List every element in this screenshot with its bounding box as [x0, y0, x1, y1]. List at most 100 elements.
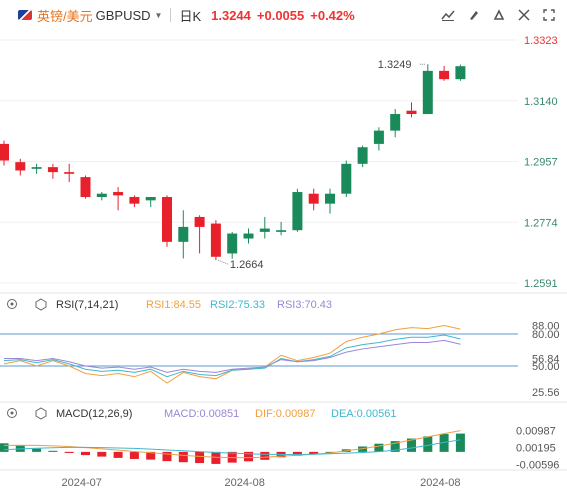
- dif-legend: DIF:0.00987: [255, 408, 316, 420]
- x-axis-labels: 2024-07 2024-08 2024-08: [62, 477, 461, 489]
- rsi-series-line: [4, 339, 461, 373]
- candle-body: [194, 216, 205, 227]
- price-tick-label: 1.2957: [524, 157, 558, 169]
- x-tick-label: 2024-07: [62, 477, 102, 489]
- macd-title: MACD(12,26,9): [56, 408, 132, 420]
- draw-icon[interactable]: [464, 6, 484, 24]
- macd-bar: [244, 451, 253, 462]
- candle-body: [259, 228, 270, 232]
- macd-bar: [97, 451, 107, 457]
- candle-body: [276, 230, 287, 232]
- candle-body: [357, 147, 368, 164]
- macd-bar: [32, 448, 42, 452]
- rsi-title: RSI(7,14,21): [56, 299, 118, 311]
- macd-bar: [374, 443, 384, 452]
- macd-tick-label: 0.00195: [516, 443, 556, 455]
- candle-body: [227, 233, 238, 254]
- rsi-series-line: [3, 334, 461, 378]
- macd-histogram: [0, 433, 465, 464]
- timeframe-selector[interactable]: 日K: [179, 8, 202, 24]
- macd-bar: [407, 438, 416, 452]
- x-tick-label: 2024-08: [225, 477, 265, 489]
- macd-bar: [455, 433, 465, 452]
- candle-body: [15, 162, 26, 171]
- rsi-legend: RSI(7,14,21) RSI1:84.55 RSI2:75.33 RSI3:…: [7, 298, 332, 311]
- last-price: 1.3244: [211, 7, 251, 23]
- macd-legend: MACD(12,26,9) MACD:0.00851 DIF:0.00987 D…: [7, 407, 396, 420]
- candle-body: [0, 143, 9, 161]
- candle-body: [64, 172, 75, 174]
- macd-bar: [64, 451, 74, 453]
- candle-body: [390, 114, 401, 131]
- candle-body: [422, 70, 433, 115]
- candle-body: [47, 167, 58, 173]
- rsi-reference-lines: [0, 333, 518, 367]
- macd-bar: [48, 450, 58, 452]
- macd-bar: [178, 451, 188, 463]
- macd-bar: [162, 451, 172, 462]
- candle-body: [80, 177, 91, 198]
- symbol-code[interactable]: GBPUSD: [95, 7, 151, 23]
- eye-icon-pupil: [10, 411, 14, 415]
- rsi-tick-label: 50.00: [532, 361, 560, 373]
- symbol-header: 英镑/美元 GBPUSD ▼ 日K 1.3244 +0.0055 +0.42%: [0, 0, 567, 30]
- candle-body: [129, 197, 140, 204]
- macd-bar: [195, 451, 205, 464]
- price-tick-label: 1.2774: [524, 217, 558, 229]
- eye-icon-pupil: [10, 302, 14, 306]
- macd-bar: [439, 434, 449, 452]
- compare-icon[interactable]: [514, 6, 534, 24]
- candle-body: [178, 226, 189, 242]
- price-tick-label: 1.2591: [524, 278, 558, 290]
- macd-legend-value: MACD:0.00851: [164, 408, 239, 420]
- macd-bar: [129, 451, 139, 459]
- candlesticks: [0, 63, 466, 265]
- price-tick-label: 1.3140: [524, 96, 558, 108]
- eye-icon[interactable]: [7, 299, 17, 309]
- macd-bar: [146, 451, 156, 460]
- macd-bar: [211, 451, 221, 464]
- symbol-name[interactable]: 英镑/美元: [37, 8, 93, 24]
- settings-icon[interactable]: [489, 6, 509, 24]
- rsi-tick-label: 56.84: [532, 354, 560, 366]
- candle-body: [308, 193, 319, 204]
- macd-bar: [113, 451, 123, 458]
- eye-icon[interactable]: [7, 408, 17, 418]
- settings-gear-icon[interactable]: [35, 298, 47, 311]
- dea-line: [3, 439, 461, 455]
- macd-bar: [358, 446, 368, 452]
- divider: [170, 8, 172, 22]
- macd-bar: [260, 451, 270, 460]
- price-change: +0.0055: [256, 7, 305, 23]
- macd-axis: 0.00987 0.00195 -0.00596: [516, 426, 559, 472]
- price-change-pct: +0.42%: [310, 7, 355, 23]
- macd-bar: [390, 441, 400, 452]
- settings-gear-icon[interactable]: [35, 407, 47, 420]
- candle-body: [455, 66, 466, 80]
- low-marker: [217, 259, 229, 265]
- indicator-icon[interactable]: [438, 6, 458, 24]
- candle-body: [145, 197, 156, 201]
- macd-bar: [0, 443, 9, 452]
- rsi-tick-label: 88.00: [532, 320, 560, 332]
- macd-bar: [292, 451, 302, 456]
- rsi1-legend: RSI1:84.55: [146, 299, 201, 311]
- rsi-tick-label: 80.00: [532, 329, 560, 341]
- gb-us-flag-icon: [18, 10, 32, 20]
- candle-body: [162, 197, 172, 242]
- fullscreen-icon[interactable]: [539, 6, 559, 24]
- macd-tick-label: 0.00987: [516, 426, 556, 438]
- macd-bar: [423, 436, 433, 452]
- high-annotation: 1.3249: [378, 59, 412, 71]
- macd-bar: [81, 451, 90, 456]
- candle-body: [292, 192, 303, 231]
- macd-lines: [3, 430, 461, 459]
- rsi-tick-label: 25.56: [532, 387, 560, 399]
- candle-body: [325, 193, 335, 204]
- x-tick-label: 2024-08: [420, 477, 460, 489]
- chevron-down-icon[interactable]: ▼: [154, 10, 163, 20]
- macd-bar: [309, 451, 319, 455]
- candle-body: [96, 193, 107, 198]
